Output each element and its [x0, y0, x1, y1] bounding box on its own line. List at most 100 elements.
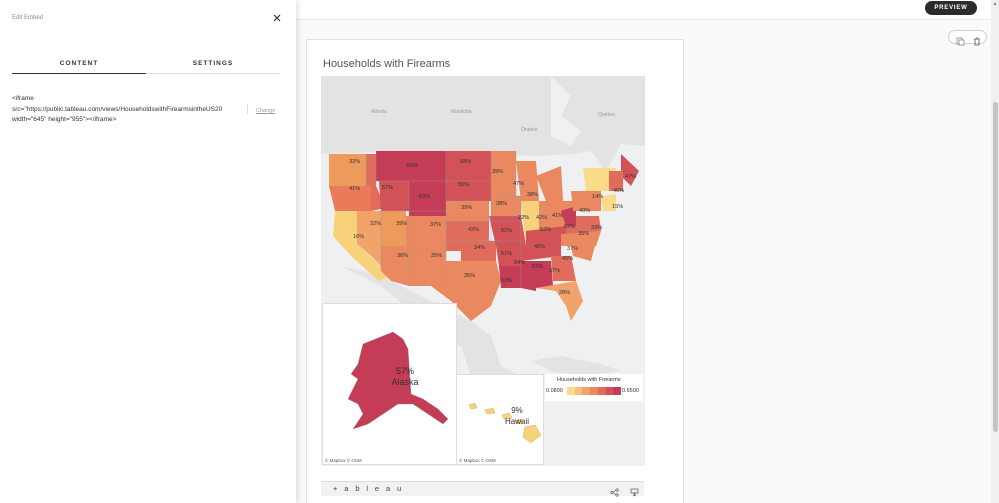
download-icon[interactable]: [630, 484, 639, 497]
state-value-label: 35%: [431, 253, 442, 259]
state-value-label: 37%: [549, 268, 560, 274]
state-utah: [381, 211, 406, 246]
hudson-bay: [551, 76, 581, 146]
legend-step: [590, 387, 598, 395]
state-michigan: [536, 166, 563, 201]
legend-max: 0.6500: [622, 388, 639, 394]
state-pennsylvania: [571, 191, 601, 211]
map-label-manitoba: Manitoba: [451, 109, 472, 115]
state-arizona: [381, 246, 409, 286]
state-value-label: 32%: [370, 221, 381, 227]
close-icon[interactable]: [271, 11, 283, 23]
legend-min: 0.0890: [546, 388, 563, 394]
alaska-shape: [347, 331, 449, 430]
state-texas: [431, 261, 501, 321]
state-value-label: 40%: [579, 208, 590, 214]
share-icon[interactable]: [610, 484, 619, 497]
state-value-label: 52%: [532, 264, 543, 270]
tableau-logo[interactable]: + a b l e a u: [333, 484, 404, 493]
viz-title: Households with Firearms: [323, 58, 451, 70]
state-california: [333, 211, 391, 281]
hawaii-value: 9%: [511, 406, 523, 415]
state-value-label: 65%: [407, 163, 418, 169]
tab-settings[interactable]: SETTINGS: [192, 60, 234, 67]
state-montana: [376, 151, 446, 181]
state-wyoming-west: [379, 181, 411, 211]
state-kentucky: [526, 226, 566, 246]
state-value-label: 37%: [430, 222, 441, 228]
state-value-label: 41%: [349, 186, 360, 192]
state-value-labels: 32%65%58%41% 57%63%55%39%47%38%16%32% 39% 3…: [349, 159, 636, 296]
hawaii-name: Hawaii: [505, 417, 529, 426]
state-value-label: 62%: [564, 224, 575, 230]
legend-step: [597, 387, 606, 395]
change-link[interactable]: Change: [256, 108, 276, 114]
state-value-label: 39%: [461, 205, 472, 211]
state-colorado: [406, 216, 446, 251]
edit-embed-panel: Edit Embed CONTENT SETTINGS <iframe src=…: [0, 0, 296, 503]
state-iowa: [491, 196, 521, 216]
state-value-label: 22%: [518, 215, 529, 221]
preview-button[interactable]: PREVIEW: [925, 1, 977, 15]
state-maine: [621, 154, 639, 186]
state-value-label: 52%: [540, 227, 551, 233]
legend-step: [582, 387, 591, 395]
scrollbar-thumb[interactable]: [993, 102, 998, 432]
state-value-label: 45%: [562, 256, 573, 262]
state-value-label: 35%: [464, 273, 475, 279]
divider: [247, 104, 248, 114]
state-value-label: 39%: [492, 169, 503, 175]
state-value-label: 58%: [460, 159, 471, 165]
map-label-ontario: Ontario: [521, 127, 538, 133]
state-value-label: 54%: [514, 260, 525, 266]
state-borders: [365, 151, 526, 288]
state-wyoming: [409, 181, 446, 216]
legend-step: [567, 387, 575, 395]
state-value-label: 42%: [536, 215, 547, 221]
state-missouri: [489, 216, 526, 246]
state-vermont-nh: [609, 171, 623, 191]
state-value-label: 57%: [382, 185, 393, 191]
state-value-label: 63%: [419, 194, 430, 200]
state-value-label: 14%: [592, 194, 603, 200]
state-georgia: [551, 256, 576, 281]
state-florida: [536, 281, 583, 321]
state-south-dakota: [446, 176, 491, 201]
state-new-jersey: [601, 194, 616, 211]
state-oklahoma: [446, 241, 496, 261]
panel-tabs: CONTENT SETTINGS: [12, 60, 280, 74]
state-north-dakota: [446, 151, 491, 176]
tab-content[interactable]: CONTENT: [12, 60, 146, 74]
state-nevada: [357, 211, 381, 266]
hawaii-credit: © Mapbox © OSM: [459, 458, 496, 463]
hawaii-inset[interactable]: 9% Hawaii: [456, 374, 544, 465]
state-value-label: 47%: [625, 174, 636, 180]
state-value-label: 32%: [349, 159, 360, 165]
state-minnesota: [491, 151, 516, 196]
map-label-alberta: Alberta: [371, 109, 387, 115]
legend-step: [574, 387, 583, 395]
state-value-label: 47%: [513, 181, 524, 187]
state-value-label: 28%: [559, 290, 570, 296]
state-value-label: 35%: [578, 231, 589, 237]
state-new-york: [583, 168, 616, 191]
state-washington: [329, 154, 366, 186]
state-wisconsin: [516, 161, 539, 201]
alaska-inset[interactable]: 57% Alaska: [322, 303, 457, 465]
state-arkansas: [496, 246, 521, 266]
state-indiana: [539, 201, 551, 236]
state-value-label: 46%: [534, 244, 545, 250]
duplicate-icon[interactable]: [955, 33, 965, 46]
embed-code[interactable]: <iframe src="https://public.tableau.com/…: [12, 94, 242, 126]
scroll-up-icon[interactable]: ▲: [992, 1, 998, 7]
trash-icon[interactable]: [972, 33, 982, 46]
viz-toolbar: [321, 481, 644, 496]
state-value-label: 37%: [567, 246, 578, 252]
state-value-label: 16%: [353, 234, 364, 240]
hawaii-shape: [468, 402, 542, 444]
state-value-label: 36%: [397, 253, 408, 259]
alaska-credit: © Mapbox © OSM: [325, 458, 362, 463]
legend-step: [605, 387, 614, 395]
state-value-label: 53%: [501, 278, 512, 284]
state-nebraska: [446, 201, 489, 221]
